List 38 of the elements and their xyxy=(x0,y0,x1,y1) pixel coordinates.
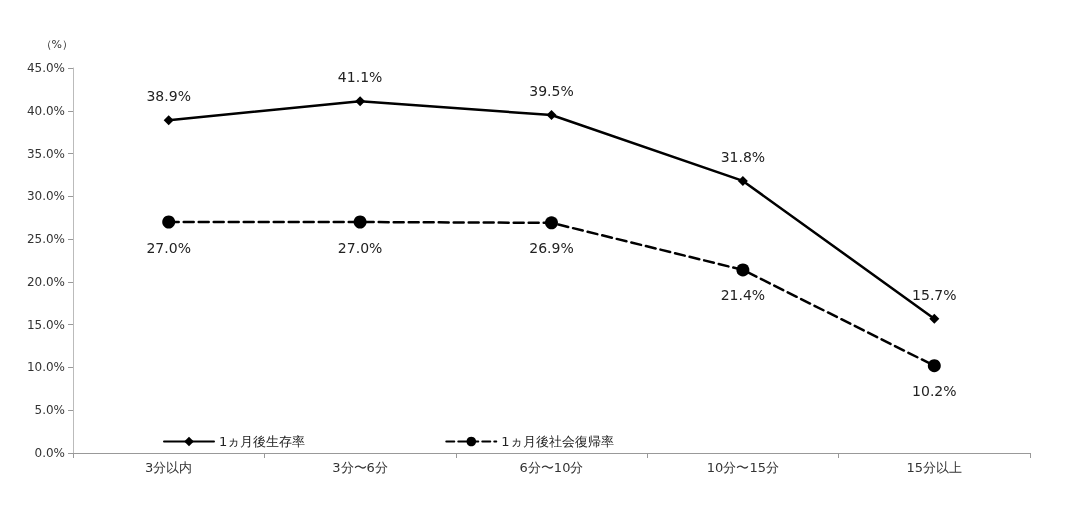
point xyxy=(162,215,176,229)
y-axis-title: （%） xyxy=(40,38,73,51)
y-tick-label: 35.0% xyxy=(26,146,65,161)
data-label: 38.9% xyxy=(146,88,191,105)
data-label: 10.2% xyxy=(912,383,957,400)
y-tick-label: 30.0% xyxy=(26,189,65,204)
x-tick-label: 3分〜6分 xyxy=(332,460,388,475)
x-tick-label: 15分以上 xyxy=(906,460,963,475)
point xyxy=(927,359,941,373)
x-tick-label: 6分〜10分 xyxy=(519,460,584,475)
y-tick-label: 15.0% xyxy=(26,317,65,332)
y-tick-label: 45.0% xyxy=(26,61,65,75)
y-tick-label: 0.0% xyxy=(34,446,65,460)
data-label: 41.1% xyxy=(337,69,383,86)
data-label: 39.5% xyxy=(529,83,574,100)
point xyxy=(353,215,367,229)
point xyxy=(545,216,558,230)
data-label: 26.9% xyxy=(529,240,574,257)
y-tick-label: 25.0% xyxy=(26,232,65,247)
data-label: 15.7% xyxy=(912,286,957,303)
legend-label: 1ヵ月後生存率 xyxy=(219,434,306,449)
y-tick-label: 5.0% xyxy=(34,403,65,418)
data-label: 31.8% xyxy=(720,148,766,165)
point xyxy=(929,313,940,324)
x-tick-label: 3分以内 xyxy=(145,460,193,475)
x-tick-label: 10分〜15分 xyxy=(706,460,779,475)
point xyxy=(737,175,748,186)
point xyxy=(736,263,750,277)
y-tick-label: 20.0% xyxy=(26,274,65,289)
y-tick-label: 40.0% xyxy=(26,103,65,118)
data-label: 27.0% xyxy=(337,239,383,256)
data-label: 27.0% xyxy=(146,239,191,256)
point xyxy=(355,96,366,107)
point xyxy=(546,110,557,121)
point xyxy=(163,115,174,126)
legend-label: 1ヵ月後社会復帰率 xyxy=(501,434,614,449)
data-label: 21.4% xyxy=(720,287,766,304)
y-tick-label: 10.0% xyxy=(26,360,65,375)
